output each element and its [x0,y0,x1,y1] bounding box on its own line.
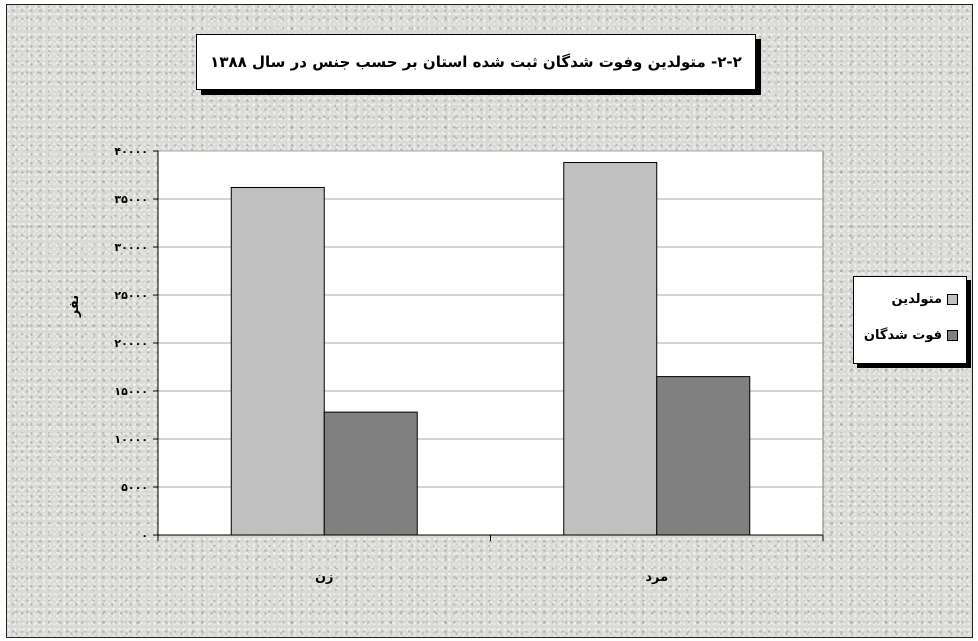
legend-label-deaths: فوت شدگان [863,328,942,343]
y-tick-label: ۲۵۰۰۰ [114,289,148,302]
y-tick-label: ۴۰۰۰۰ [114,145,148,158]
y-tick-label: ۱۵۰۰۰ [114,385,148,398]
y-tick-label: ۲۰۰۰۰ [114,337,148,350]
legend-item-births: متولدین [892,292,958,307]
y-axis-label: نفر [67,295,82,318]
legend-item-deaths: فوت شدگان [864,328,958,343]
legend-swatch-births [947,294,958,305]
y-tick-label: ۰ [141,529,148,542]
y-tick-label: ۵۰۰۰ [121,481,148,494]
y-tick-label: ۱۰۰۰۰ [114,433,148,446]
chart-title-box: ۲-۲- متولدین وفوت شدگان ثبت شده استان بر… [196,34,756,90]
x-category-label: مرد [645,570,668,585]
y-tick-label: ۳۰۰۰۰ [114,241,148,254]
y-tick-label: ۳۵۰۰۰ [114,193,148,206]
bar [230,186,325,536]
chart-title: ۲-۲- متولدین وفوت شدگان ثبت شده استان بر… [210,53,742,71]
legend-label-births: متولدین [891,292,942,307]
bar [323,411,418,536]
x-category-label: زن [315,570,334,585]
bar [656,376,751,536]
chart-legend: متولدین فوت شدگان [853,276,967,364]
legend-swatch-deaths [947,330,958,341]
bar [563,162,658,536]
